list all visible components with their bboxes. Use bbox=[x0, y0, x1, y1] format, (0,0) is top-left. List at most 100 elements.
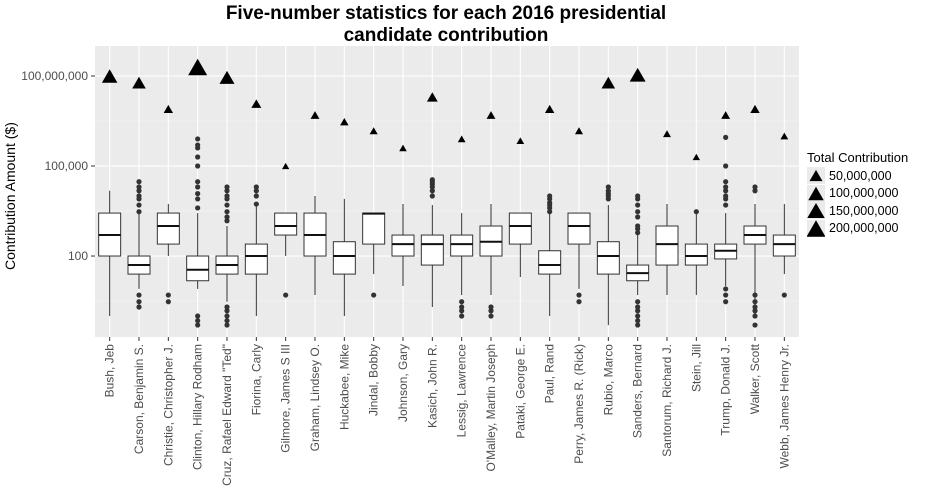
x-tick-label: Lessig, Lawrence bbox=[455, 344, 469, 438]
outlier-point bbox=[488, 313, 494, 319]
outlier-point bbox=[195, 205, 201, 211]
outlier-point bbox=[723, 179, 729, 185]
x-tick-label: Trump, Donald J. bbox=[719, 344, 733, 436]
total-contribution-marker bbox=[282, 162, 290, 170]
outlier-point bbox=[195, 322, 201, 328]
box bbox=[450, 234, 474, 257]
x-tick-label: Paul, Rand bbox=[543, 344, 557, 403]
box bbox=[244, 243, 268, 275]
outlier-point bbox=[635, 202, 641, 208]
outlier-point bbox=[781, 292, 787, 298]
outlier-point bbox=[635, 308, 641, 314]
legend-item-label: 100,000,000 bbox=[829, 186, 899, 201]
y-axis-label: Contribution Amount ($) bbox=[2, 122, 18, 270]
outlier-point bbox=[136, 193, 142, 199]
outlier-point bbox=[723, 188, 729, 194]
outlier-point bbox=[195, 313, 201, 319]
x-tick-label: Jindal, Bobby bbox=[367, 344, 381, 416]
outlier-point bbox=[547, 193, 553, 199]
outlier-point bbox=[253, 184, 259, 190]
total-contribution-marker bbox=[310, 111, 320, 119]
outlier-point bbox=[195, 154, 201, 160]
total-contribution-marker bbox=[629, 67, 646, 82]
outlier-point bbox=[136, 202, 142, 208]
outlier-point bbox=[488, 308, 494, 314]
outlier-point bbox=[195, 179, 201, 185]
outlier-point bbox=[253, 201, 259, 207]
outlier-point bbox=[576, 292, 582, 298]
outlier-point bbox=[429, 177, 435, 183]
total-contribution-marker bbox=[369, 127, 378, 135]
outlier-point bbox=[488, 304, 494, 310]
x-tick-label: Graham, Lindsey O. bbox=[308, 344, 322, 451]
x-tick-label: Perry, James R. (Rick) bbox=[572, 344, 586, 464]
x-tick-label: Carson, Benjamin S. bbox=[132, 344, 146, 454]
total-contribution-marker bbox=[251, 99, 262, 108]
outlier-point bbox=[195, 184, 201, 190]
outlier-point bbox=[136, 292, 142, 298]
box bbox=[567, 212, 591, 245]
box bbox=[420, 234, 444, 266]
legend-item-label: 150,000,000 bbox=[829, 203, 899, 218]
total-contribution-marker bbox=[574, 127, 584, 135]
legend-item: 50,000,000 bbox=[807, 167, 908, 185]
x-tick-label: Huckabee, Mike bbox=[337, 344, 351, 430]
legend-item: 150,000,000 bbox=[807, 202, 908, 220]
outlier-point bbox=[429, 193, 435, 199]
outlier-point bbox=[195, 318, 201, 324]
legend-triangle-icon bbox=[807, 202, 825, 220]
box bbox=[362, 212, 386, 245]
outlier-point bbox=[605, 184, 611, 190]
outlier-point bbox=[224, 184, 230, 190]
outlier-point bbox=[635, 322, 641, 328]
total-contribution-marker bbox=[132, 76, 146, 89]
outlier-point bbox=[723, 193, 729, 199]
outlier-point bbox=[195, 191, 201, 197]
total-contribution-marker bbox=[486, 111, 496, 119]
total-contribution-marker bbox=[219, 70, 235, 84]
box bbox=[274, 212, 298, 236]
x-tick-label: Santorum, Richard J. bbox=[660, 344, 674, 457]
outlier-point bbox=[635, 313, 641, 319]
outlier-point bbox=[752, 304, 758, 310]
legend-item: 200,000,000 bbox=[807, 219, 908, 238]
outlier-point bbox=[165, 299, 171, 305]
x-tick-label: O'Malley, Martin Joseph bbox=[484, 344, 498, 471]
x-tick-label: Johnson, Gary bbox=[396, 344, 410, 422]
outlier-point bbox=[635, 223, 641, 229]
legend-triangle-icon bbox=[807, 184, 825, 202]
y-tick-label: 100 bbox=[68, 249, 88, 263]
x-tick-label: Gilmore, James S III bbox=[279, 344, 293, 453]
total-contribution-marker bbox=[721, 111, 731, 119]
box bbox=[391, 234, 415, 257]
x-tick-label: Christie, Christopher J. bbox=[161, 344, 175, 466]
legend: Total Contribution 50,000,000 100,000,000… bbox=[807, 150, 908, 237]
outlier-point bbox=[635, 193, 641, 199]
total-contribution-marker bbox=[399, 144, 407, 152]
total-contribution-marker bbox=[601, 76, 616, 89]
outlier-point bbox=[283, 292, 289, 298]
total-contribution-marker bbox=[340, 118, 349, 126]
outlier-point bbox=[723, 134, 729, 140]
chart-title-line-2: candidate contribution bbox=[343, 25, 549, 46]
box bbox=[655, 225, 679, 266]
total-contribution-marker bbox=[663, 130, 671, 138]
outlier-point bbox=[752, 184, 758, 190]
outlier-point bbox=[224, 202, 230, 208]
total-contribution-marker bbox=[516, 137, 525, 144]
outlier-point bbox=[605, 188, 611, 194]
total-contribution-marker bbox=[457, 135, 466, 143]
y-tick-label: 100,000 bbox=[45, 159, 89, 173]
outlier-point bbox=[635, 299, 641, 305]
outlier-point bbox=[136, 179, 142, 185]
legend-item: 100,000,000 bbox=[807, 184, 908, 203]
legend-item-label: 200,000,000 bbox=[829, 221, 899, 236]
x-tick-label: Walker, Scott bbox=[748, 343, 762, 414]
outlier-point bbox=[635, 209, 641, 215]
outlier-point bbox=[635, 214, 641, 220]
x-tick-label: Stein, Jill bbox=[689, 344, 703, 392]
outlier-point bbox=[253, 193, 259, 199]
x-tick-label: Pataki, George E. bbox=[513, 344, 527, 439]
y-tick-label: 100,000,000 bbox=[21, 69, 88, 83]
